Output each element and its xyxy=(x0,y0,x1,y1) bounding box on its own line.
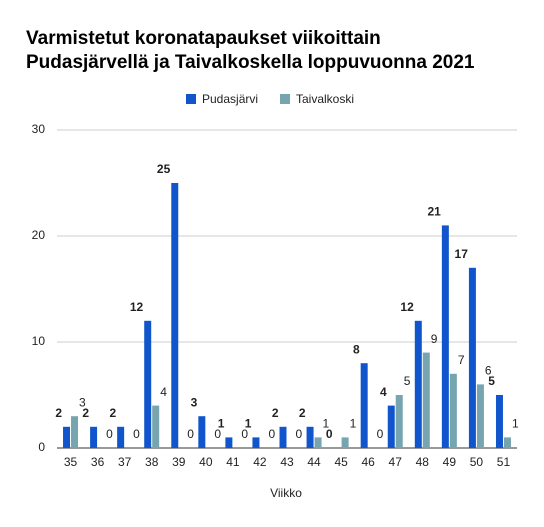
bar xyxy=(476,384,484,448)
value-label: 9 xyxy=(431,332,438,346)
y-tick-label: 30 xyxy=(32,122,46,136)
value-label: 2 xyxy=(82,406,89,420)
value-label: 3 xyxy=(79,395,86,409)
value-label: 2 xyxy=(109,406,116,420)
x-tick-label: 49 xyxy=(443,455,457,469)
bar xyxy=(441,225,449,448)
bar xyxy=(171,183,179,448)
chart-title: Varmistetut koronatapaukset viikoittain xyxy=(26,28,381,49)
value-label: 6 xyxy=(485,364,492,378)
x-tick-label: 42 xyxy=(253,455,267,469)
x-tick-label: 45 xyxy=(334,455,348,469)
value-label: 5 xyxy=(488,374,495,388)
value-label: 1 xyxy=(218,417,225,431)
bar xyxy=(279,426,287,448)
bar xyxy=(252,437,260,448)
value-label: 0 xyxy=(133,427,140,441)
value-label: 2 xyxy=(55,406,62,420)
value-label: 4 xyxy=(380,385,387,399)
bar xyxy=(468,267,476,448)
value-label: 17 xyxy=(455,247,469,261)
value-label: 1 xyxy=(350,417,357,431)
bar xyxy=(449,373,457,448)
value-label: 0 xyxy=(241,427,248,441)
value-label: 2 xyxy=(299,406,306,420)
bar xyxy=(387,405,395,448)
x-tick-label: 37 xyxy=(118,455,132,469)
bar xyxy=(414,320,422,448)
x-tick-label: 39 xyxy=(172,455,186,469)
bar xyxy=(422,352,430,448)
value-label: 25 xyxy=(157,162,171,176)
bar xyxy=(90,426,98,448)
value-label: 0 xyxy=(326,427,333,441)
x-tick-label: 38 xyxy=(145,455,159,469)
value-label: 12 xyxy=(400,300,414,314)
value-label: 3 xyxy=(191,395,198,409)
bar xyxy=(495,395,503,448)
value-label: 2 xyxy=(272,406,279,420)
bar xyxy=(314,437,322,448)
value-label: 1 xyxy=(512,417,519,431)
x-axis-label: Viikko xyxy=(270,486,302,500)
bar xyxy=(225,437,233,448)
legend-label: Taivalkoski xyxy=(296,92,354,106)
value-label: 5 xyxy=(404,374,411,388)
value-label: 21 xyxy=(427,205,441,219)
value-label: 8 xyxy=(353,342,360,356)
x-tick-label: 43 xyxy=(280,455,294,469)
y-tick-label: 0 xyxy=(38,440,45,454)
bar xyxy=(503,437,511,448)
y-tick-label: 10 xyxy=(32,334,46,348)
value-label: 0 xyxy=(187,427,194,441)
value-label: 12 xyxy=(130,300,144,314)
x-tick-label: 36 xyxy=(91,455,105,469)
legend-label: Pudasjärvi xyxy=(202,92,258,106)
legend-swatch xyxy=(280,94,290,104)
value-label: 0 xyxy=(106,427,113,441)
y-tick-label: 20 xyxy=(32,228,46,242)
x-tick-label: 35 xyxy=(64,455,78,469)
bar xyxy=(198,416,206,448)
x-tick-label: 46 xyxy=(361,455,375,469)
value-label: 0 xyxy=(214,427,221,441)
value-label: 0 xyxy=(296,427,303,441)
value-label: 0 xyxy=(268,427,275,441)
legend-swatch xyxy=(186,94,196,104)
bar xyxy=(152,405,160,448)
x-tick-label: 47 xyxy=(389,455,403,469)
bar xyxy=(71,416,79,448)
chart-title: Pudasjärvellä ja Taivalkoskella loppuvuo… xyxy=(26,52,475,73)
bar xyxy=(341,437,349,448)
value-label: 7 xyxy=(458,353,465,367)
value-label: 1 xyxy=(245,417,252,431)
value-label: 1 xyxy=(323,417,330,431)
x-tick-label: 41 xyxy=(226,455,240,469)
bar xyxy=(117,426,125,448)
x-tick-label: 48 xyxy=(416,455,430,469)
x-tick-label: 51 xyxy=(497,455,511,469)
x-tick-label: 50 xyxy=(470,455,484,469)
x-tick-label: 40 xyxy=(199,455,213,469)
value-label: 0 xyxy=(377,427,384,441)
x-tick-label: 44 xyxy=(307,455,321,469)
value-label: 4 xyxy=(160,385,167,399)
bar xyxy=(63,426,71,448)
bar xyxy=(360,363,368,448)
bar xyxy=(144,320,152,448)
bar xyxy=(395,395,403,448)
bar xyxy=(306,426,314,448)
